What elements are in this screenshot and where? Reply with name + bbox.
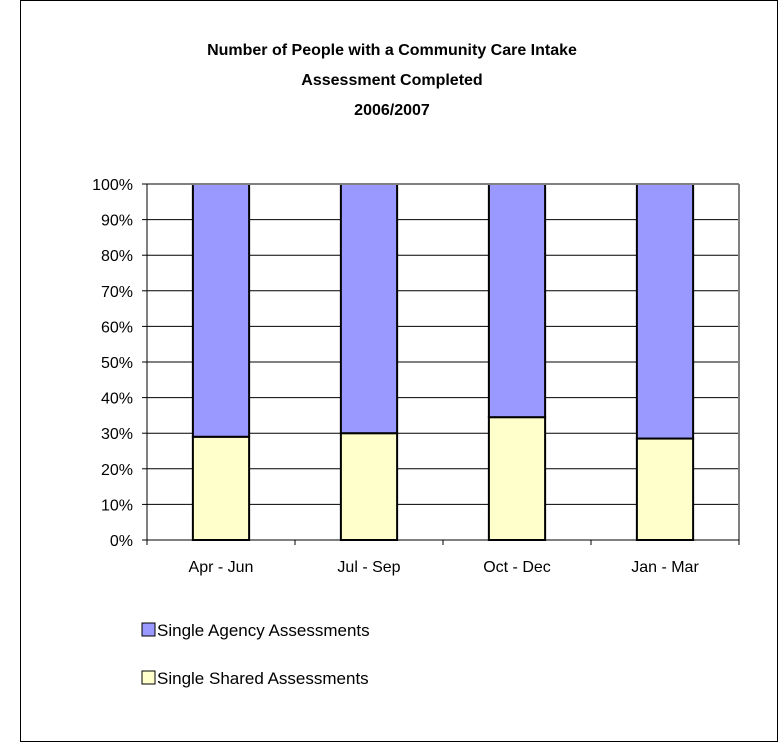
legend-swatch-single-shared (141, 670, 156, 685)
legend-label-single-agency: Single Agency Assessments (157, 621, 370, 640)
legend-label-single-shared: Single Shared Assessments (157, 669, 369, 688)
y-tick-label: 30% (101, 426, 133, 443)
chart-title-line-3: 2006/2007 (354, 102, 430, 119)
x-tick-label: Apr - Jun (189, 559, 254, 576)
bar-single-agency (191, 183, 251, 438)
y-tick-label: 40% (101, 391, 133, 408)
bar-single-agency (339, 183, 399, 435)
bar-single-shared (635, 437, 695, 542)
chart-title-line-2: Assessment Completed (301, 72, 482, 89)
legend: Single Agency Assessments Single Shared … (141, 621, 370, 688)
x-tick-label: Jan - Mar (631, 559, 699, 576)
bar-single-shared (191, 435, 251, 542)
chart-title-line-1: Number of People with a Community Care I… (207, 42, 577, 59)
y-tick-label: 100% (92, 177, 133, 194)
x-tick-label: Oct - Dec (483, 559, 551, 576)
x-tick-label: Jul - Sep (337, 559, 400, 576)
bar-single-shared (487, 416, 547, 541)
bar-single-shared (339, 432, 399, 542)
bar-single-agency (487, 183, 547, 419)
y-tick-label: 10% (101, 497, 133, 514)
y-axis-ticks: 0% 10% 20% 30% 40% 50% 60% 70% 80% 90% 100% (92, 177, 133, 550)
y-tick-label: 90% (101, 213, 133, 230)
bars (191, 183, 695, 542)
y-tick-label: 0% (110, 533, 133, 550)
x-axis-ticks: Apr - Jun Jul - Sep Oct - Dec Jan - Mar (189, 559, 700, 576)
y-tick-label: 70% (101, 284, 133, 301)
y-tick-label: 20% (101, 462, 133, 479)
bar-single-agency (635, 183, 695, 440)
legend-swatch-single-agency (141, 622, 156, 637)
y-tick-label: 80% (101, 248, 133, 265)
y-tick-label: 50% (101, 355, 133, 372)
y-tick-label: 60% (101, 319, 133, 336)
axes (142, 183, 740, 545)
